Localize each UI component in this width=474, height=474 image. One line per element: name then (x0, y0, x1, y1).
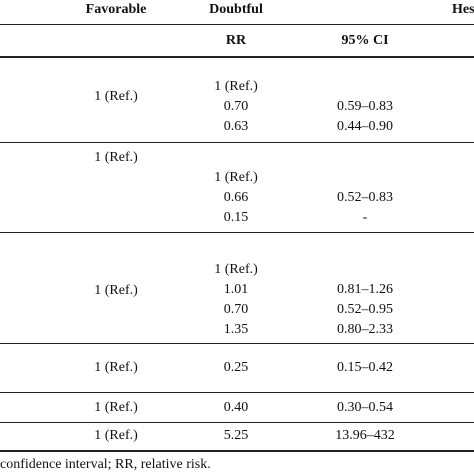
group5-ci-1: 0.30–0.54 (337, 400, 393, 415)
group1-rr-3: 0.63 (223, 119, 249, 134)
group-divider (0, 422, 474, 423)
group1-rr-2: 0.70 (223, 99, 249, 114)
col-header-rr: RR (225, 33, 247, 48)
group1-ci-2: 0.59–0.83 (337, 99, 393, 114)
group3-ci-3: 0.52–0.95 (337, 302, 393, 317)
table-footnote: confidence interval; RR, relative risk. (0, 457, 211, 472)
group6-ci-1: 13.96–432 (335, 428, 395, 443)
group6-favorable: 1 (Ref.) (94, 428, 138, 443)
group6-rr-1: 5.25 (223, 428, 249, 443)
col-header-favorable: Favorable (85, 2, 147, 17)
group4-rr-1: 0.25 (223, 360, 249, 375)
group3-ci-2: 0.81–1.26 (337, 282, 393, 297)
group5-rr-1: 0.40 (223, 400, 249, 415)
group-divider (0, 142, 474, 143)
group2-rr-2: 0.66 (223, 190, 249, 205)
group3-rr-3: 0.70 (223, 302, 249, 317)
group3-favorable: 1 (Ref.) (94, 283, 138, 298)
group2-ci-2: 0.52–0.83 (337, 190, 393, 205)
group1-rr-1: 1 (Ref.) (214, 79, 258, 94)
table-bottom-rule (0, 450, 474, 452)
group5-favorable: 1 (Ref.) (94, 400, 138, 415)
group3-rr-4: 1.35 (223, 322, 249, 337)
group1-favorable: 1 (Ref.) (94, 89, 138, 104)
group2-rr-1: 1 (Ref.) (214, 170, 258, 185)
group1-ci-3: 0.44–0.90 (337, 119, 393, 134)
group2-rr-3: 0.15 (223, 210, 249, 225)
group-divider (0, 343, 474, 344)
group3-rr-2: 1.01 (223, 282, 249, 297)
group-divider (0, 232, 474, 233)
col-header-hes: Hes (452, 2, 474, 17)
group2-favorable: 1 (Ref.) (94, 150, 138, 165)
header-rule-top (0, 24, 474, 25)
group4-favorable: 1 (Ref.) (94, 360, 138, 375)
col-header-ci: 95% CI (341, 33, 389, 48)
group2-ci-3: - (362, 210, 368, 225)
group-divider (0, 392, 474, 393)
col-header-doubtful: Doubtful (209, 2, 263, 17)
header-rule-bottom (0, 56, 474, 58)
group4-ci-1: 0.15–0.42 (337, 360, 393, 375)
group3-ci-4: 0.80–2.33 (337, 322, 393, 337)
group3-rr-1: 1 (Ref.) (214, 262, 258, 277)
